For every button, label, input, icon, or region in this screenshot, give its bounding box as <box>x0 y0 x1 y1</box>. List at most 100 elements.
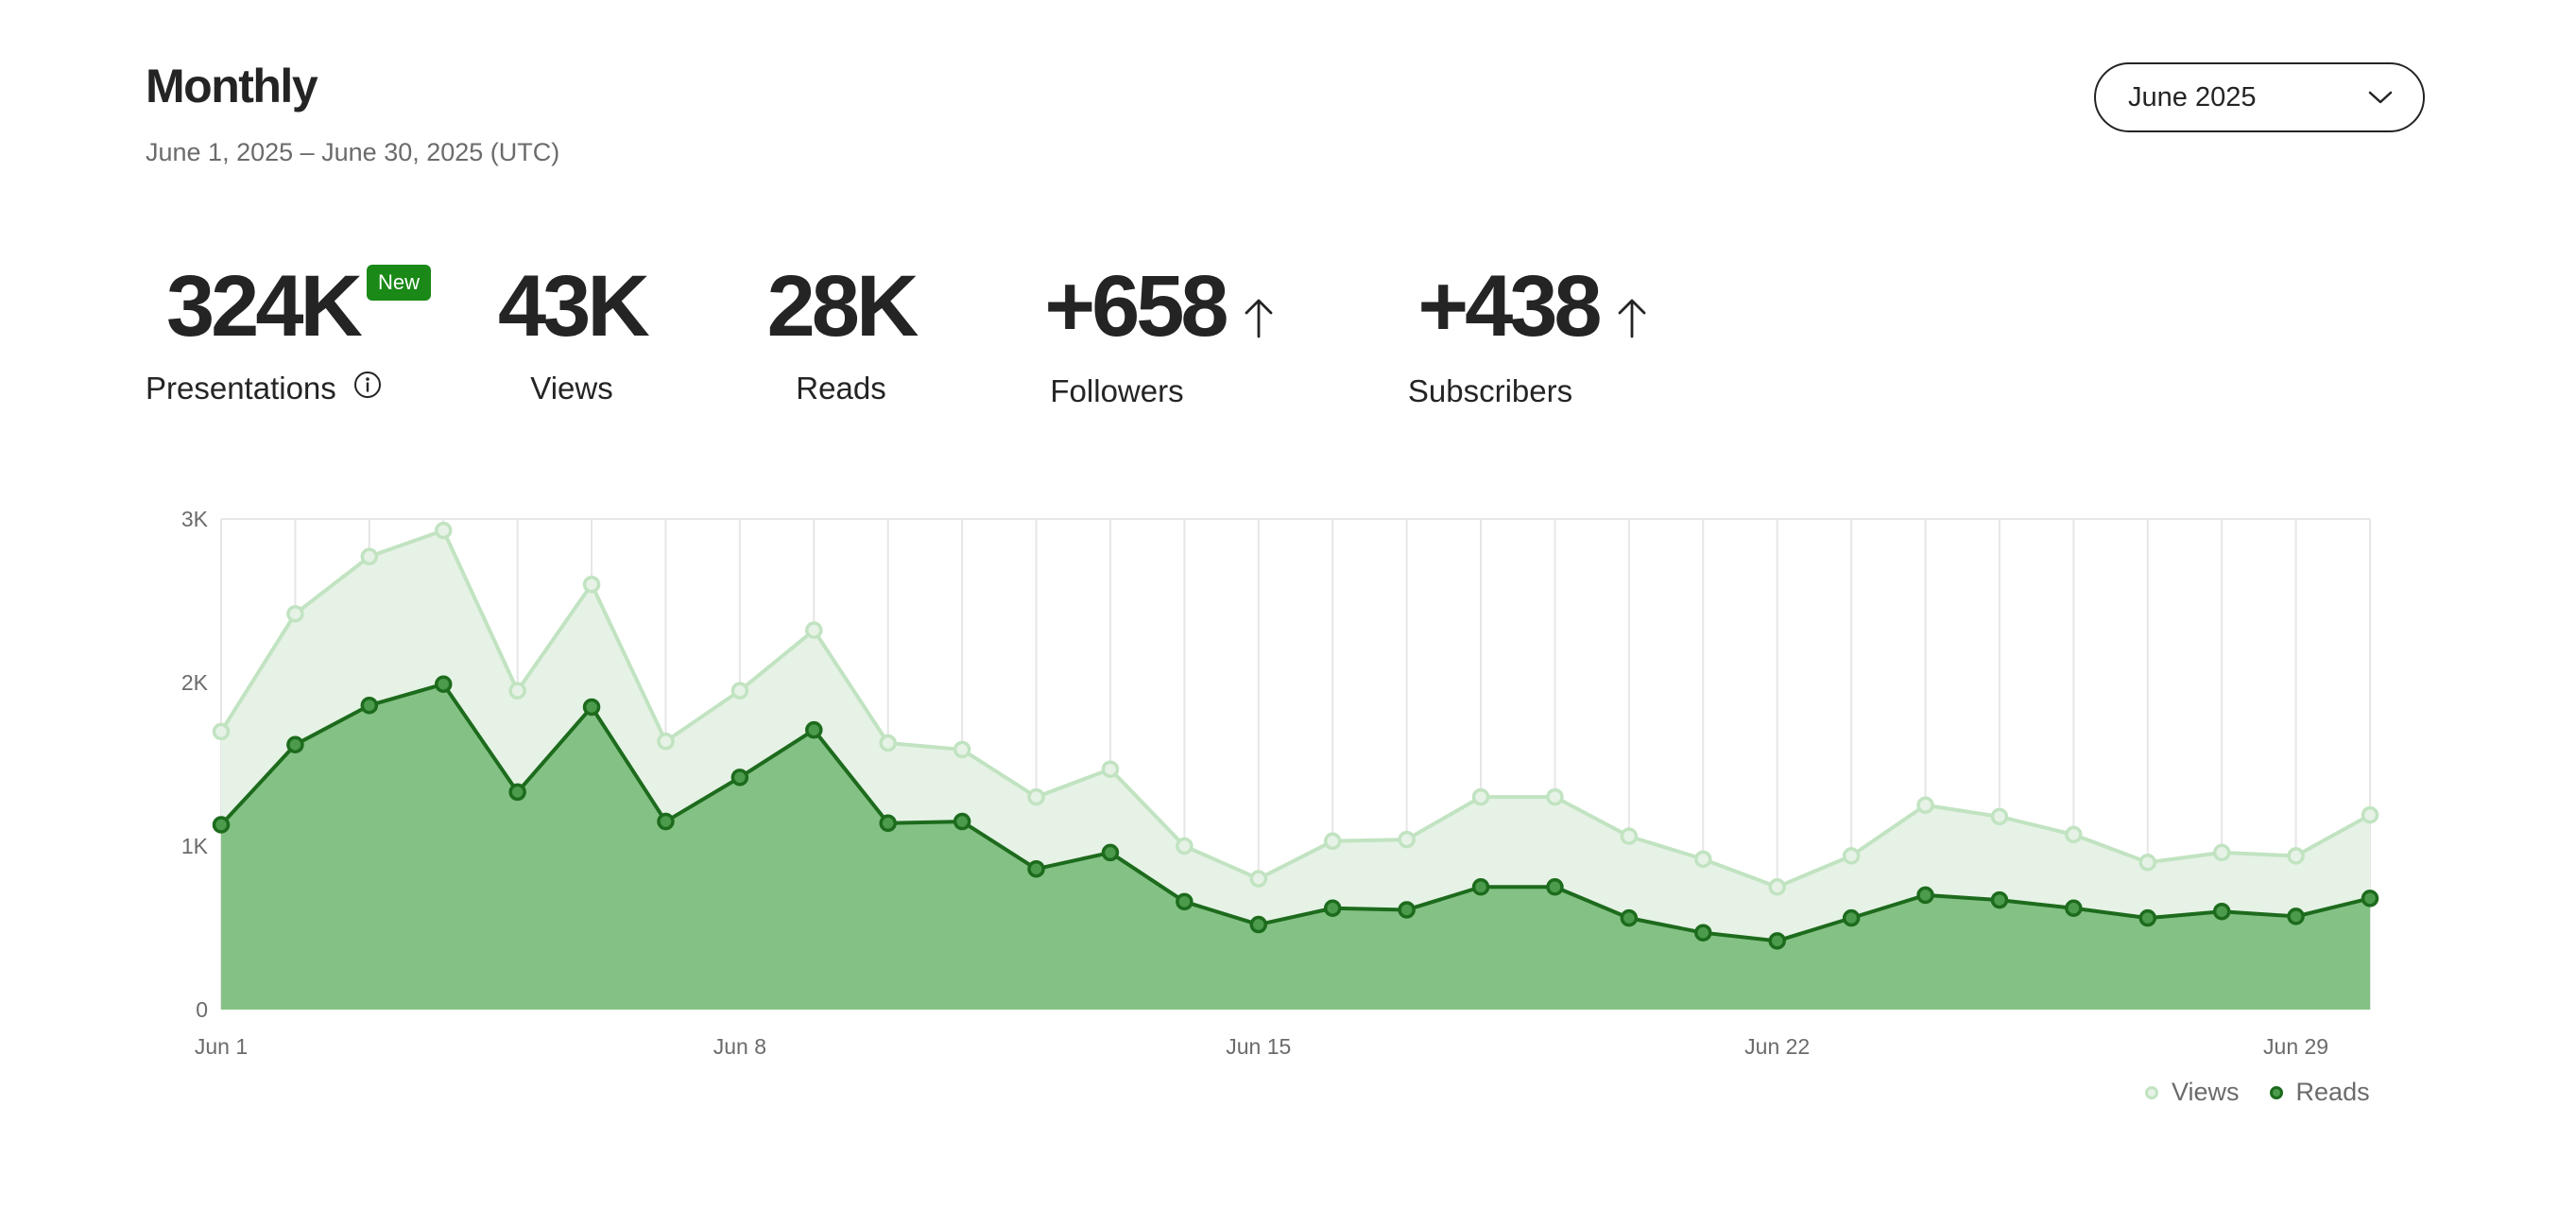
legend-item-views[interactable]: Views <box>2145 1078 2240 1107</box>
legend-item-reads[interactable]: Reads <box>2269 1078 2370 1107</box>
x-tick-label: Jun 29 <box>2263 1034 2328 1059</box>
reads-point <box>879 814 897 833</box>
reads-point <box>1398 901 1416 919</box>
stat-presentations-label-row: Presentations <box>146 371 383 407</box>
x-tick-label: Jun 8 <box>713 1034 766 1059</box>
views-point <box>1916 796 1934 814</box>
reads-point <box>1323 899 1342 917</box>
month-select-value: June 2025 <box>2128 81 2257 112</box>
reads-point <box>360 696 379 715</box>
views-point <box>434 521 453 540</box>
stat-reads-label: Reads <box>796 371 886 406</box>
reads-area <box>221 683 2370 1010</box>
stat-reads: 28K Reads <box>765 258 919 406</box>
reads-point <box>2212 902 2231 921</box>
views-point <box>1546 787 1564 806</box>
views-point <box>1990 807 2009 826</box>
views-point <box>1398 830 1416 849</box>
views-point <box>582 575 601 594</box>
views-point <box>1471 787 1490 806</box>
reads-line <box>219 682 2371 943</box>
reads-point <box>953 812 971 831</box>
reads-point <box>286 735 304 753</box>
views-point <box>1101 760 1120 778</box>
views-point <box>1176 837 1194 856</box>
reads-point <box>1620 908 1639 927</box>
views-point <box>2065 825 2083 844</box>
y-tick-label: 2K <box>181 670 209 695</box>
reads-point <box>434 675 453 693</box>
views-line <box>219 528 2371 890</box>
date-range: June 1, 2025 – June 30, 2025 (UTC) <box>146 138 560 166</box>
reads-point <box>657 812 675 831</box>
stat-subscribers-label: Subscribers <box>1407 372 1573 408</box>
stat-subscribers-value-row: +438 <box>1405 263 1660 353</box>
stat-followers-value: +658 <box>1044 258 1228 354</box>
views-point <box>805 621 823 639</box>
views-point <box>1768 878 1786 896</box>
views-point <box>2361 805 2379 824</box>
stat-views-value: 43K <box>498 258 650 354</box>
reads-point <box>805 720 823 739</box>
reads-point <box>1916 886 1934 905</box>
views-point <box>508 682 526 700</box>
views-point <box>212 722 231 741</box>
views-point <box>657 733 675 751</box>
stat-followers-label: Followers <box>1050 372 1184 408</box>
legend-marker-views <box>2145 1085 2158 1099</box>
x-tick-label: Jun 22 <box>1744 1034 1810 1059</box>
x-tick-label: Jun 1 <box>195 1034 248 1059</box>
views-point <box>1323 832 1342 851</box>
reads-point <box>508 783 526 802</box>
reads-point <box>1546 878 1564 896</box>
stat-followers-value-row: +658 <box>1032 263 1287 353</box>
reads-point <box>1694 924 1712 942</box>
arrow-up-icon <box>1243 266 1275 353</box>
arrow-up-icon <box>1616 266 1648 353</box>
reads-point <box>582 698 601 717</box>
reads-point <box>1842 908 1861 927</box>
views-point <box>1842 847 1861 865</box>
views-point <box>286 605 304 623</box>
views-point <box>953 740 971 759</box>
reads-point <box>1249 915 1268 934</box>
legend-label-reads: Reads <box>2295 1078 2370 1106</box>
stat-subscribers: +438 Subscribers <box>1405 263 1660 409</box>
y-tick-label: 3K <box>181 507 209 531</box>
reads-point <box>1027 859 1045 878</box>
chevron-down-icon <box>2368 90 2393 105</box>
info-icon[interactable] <box>352 370 383 407</box>
month-select[interactable]: June 2025 <box>2094 62 2425 132</box>
y-tick-label: 0 <box>196 997 208 1022</box>
stat-subscribers-value: +438 <box>1417 258 1602 354</box>
reads-point <box>2287 908 2305 925</box>
stat-presentations-label: Presentations <box>146 371 336 406</box>
reads-point <box>2138 908 2157 927</box>
stat-views-label: Views <box>530 371 613 406</box>
stat-views: 43K Views <box>498 258 650 406</box>
reads-point <box>1990 890 2009 909</box>
reads-point <box>1101 843 1120 862</box>
stat-reads-value: 28K <box>766 258 919 354</box>
reads-point <box>2065 899 2083 917</box>
reads-point <box>2361 890 2379 908</box>
views-point <box>1249 870 1268 888</box>
views-point <box>879 734 897 752</box>
views-point <box>1620 827 1639 845</box>
views-point <box>1694 850 1712 869</box>
views-point <box>730 682 749 700</box>
views-point <box>360 547 379 566</box>
views-point <box>1027 787 1045 806</box>
legend-marker-reads <box>2269 1085 2283 1099</box>
legend-label-views: Views <box>2172 1078 2240 1106</box>
chart-legend: Views Reads <box>2145 1078 2370 1107</box>
reads-point <box>212 816 231 834</box>
reads-point <box>1768 932 1786 950</box>
page-title: Monthly <box>146 60 318 112</box>
new-badge: New <box>367 265 432 302</box>
reads-point <box>1176 892 1194 911</box>
y-tick-label: 1K <box>181 834 209 858</box>
stat-followers: +658 Followers <box>1032 263 1287 409</box>
